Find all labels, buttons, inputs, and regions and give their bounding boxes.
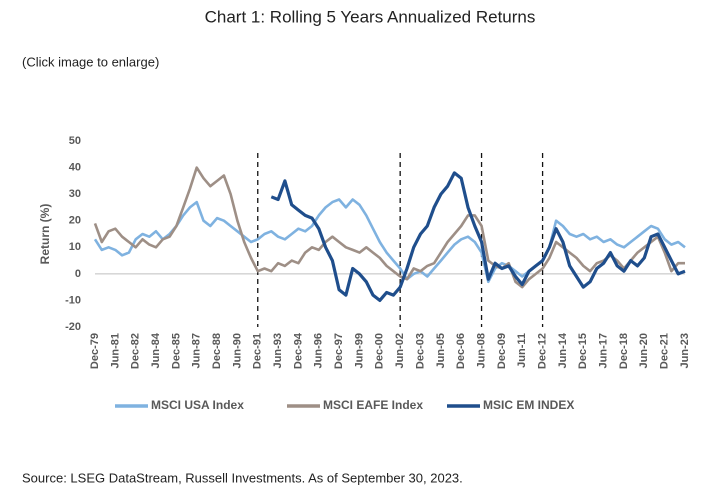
y-tick-label: 30: [69, 188, 81, 200]
legend-label: MSCI USA Index: [151, 398, 244, 412]
note: (Click image to enlarge): [22, 54, 159, 69]
series-line: [93, 198, 686, 284]
legend-label: MSIC EM INDEX: [483, 398, 574, 412]
chart-title: Chart 1: Rolling 5 Years Annualized Retu…: [205, 7, 536, 26]
x-tick-label: Dec-94: [292, 332, 304, 369]
x-tick-label: Dec-00: [374, 333, 386, 369]
x-tick-label: Jun-14: [557, 332, 569, 368]
x-tick-label: Jun-11: [516, 333, 528, 368]
x-tick-label: Jun-96: [313, 333, 325, 368]
x-tick-label: Dec-85: [170, 333, 182, 369]
x-tick-label: Jun-81: [109, 333, 121, 368]
y-axis-label: Return (%): [38, 204, 52, 265]
x-tick-label: Dec-12: [536, 333, 548, 369]
y-tick-label: 40: [69, 161, 81, 173]
x-tick-label: Jun-08: [475, 333, 487, 368]
y-tick-label: 10: [69, 241, 81, 253]
x-tick-label: Jun-02: [394, 333, 406, 368]
x-tick-label: Jun-23: [679, 333, 691, 368]
x-tick-label: Jun-05: [435, 333, 447, 368]
x-tick-label: Dec-88: [211, 333, 223, 369]
x-tick-label: Dec-03: [414, 333, 426, 369]
x-tick-label: Jun-20: [638, 333, 650, 368]
legend-label: MSCI EAFE Index: [323, 398, 423, 412]
x-tick-label: Jun-90: [231, 333, 243, 368]
x-tick-label: Dec-15: [577, 333, 589, 369]
x-tick-label: Jun-84: [150, 332, 162, 368]
x-tick-label: Jun-99: [353, 333, 365, 368]
y-tick-label: 50: [69, 135, 81, 147]
y-tick-label: -10: [65, 294, 81, 306]
x-tick-label: Dec-09: [496, 333, 508, 369]
y-tick-label: 0: [75, 268, 81, 280]
x-tick-label: Dec-97: [333, 333, 345, 369]
x-tick-label: Dec-06: [455, 333, 467, 369]
x-tick-label: Dec-21: [659, 333, 671, 369]
x-tick-label: Dec-91: [252, 333, 264, 369]
y-tick-label: -20: [65, 321, 81, 333]
series-line: [93, 166, 685, 289]
x-tick-label: Dec-18: [618, 333, 630, 369]
series-line: [270, 171, 686, 302]
x-tick-label: Jun-93: [272, 333, 284, 368]
x-tick-label: Jun-17: [598, 333, 610, 368]
y-tick-label: 20: [69, 215, 81, 227]
source: Source: LSEG DataStream, Russell Investm…: [22, 470, 463, 485]
x-tick-label: Jun-87: [191, 333, 203, 368]
x-tick-label: Dec-79: [89, 333, 101, 369]
x-tick-label: Dec-82: [130, 333, 142, 369]
